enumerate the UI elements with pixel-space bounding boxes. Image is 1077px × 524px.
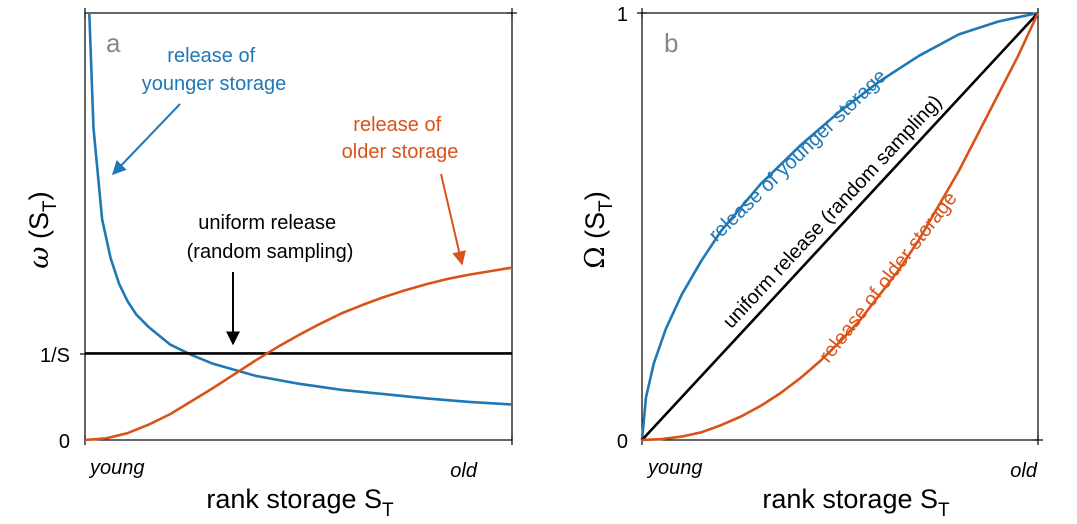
panel-b-frame — [641, 12, 1039, 441]
label-younger-b: release of younger storage — [705, 65, 891, 246]
panel-b-xtick-young: young — [646, 457, 703, 479]
panel-b-ytick-0: 0 — [617, 431, 628, 453]
series-younger-b — [640, 11, 1039, 441]
annotation-younger-a: release of younger storage — [142, 45, 287, 95]
series-older-b — [641, 12, 1040, 442]
panel-b-series — [640, 11, 1040, 442]
panel-b-ytick-1: 1 — [617, 4, 628, 26]
panel-a-xtick-young: young — [88, 457, 145, 479]
series-younger-a — [88, 12, 513, 406]
panel-a-xlabel: rank storage ST — [206, 484, 394, 521]
panel-a-xtick-old: old — [450, 460, 478, 482]
panel-a-ytick-1overS: 1/S — [40, 345, 70, 367]
panel-b-xlabel: rank storage ST — [762, 484, 950, 521]
series-uniform-b — [641, 12, 1039, 441]
panel-b: b 0 1 young old rank storage ST Ω (ST) r… — [580, 4, 1043, 521]
panel-a-ytick-0: 0 — [59, 431, 70, 453]
panel-a-ylabel: ω (ST) — [24, 191, 61, 268]
panel-b-xtick-old: old — [1010, 460, 1038, 482]
panel-a-series — [84, 12, 513, 442]
panel-a: a 0 1/S young old rank storage ST ω (ST)… — [24, 8, 517, 521]
panel-a-frame — [84, 12, 513, 441]
annotation-older-a: release of older storage — [342, 114, 459, 163]
arrow-older-a — [440, 173, 466, 266]
panel-b-letter: b — [664, 28, 678, 58]
panel-a-letter: a — [106, 28, 121, 58]
annotation-uniform-a: uniform release (random sampling) — [187, 212, 354, 263]
arrow-younger-a — [112, 103, 181, 176]
panel-b-ylabel: Ω (ST) — [580, 191, 617, 269]
series-older-a — [84, 266, 513, 442]
